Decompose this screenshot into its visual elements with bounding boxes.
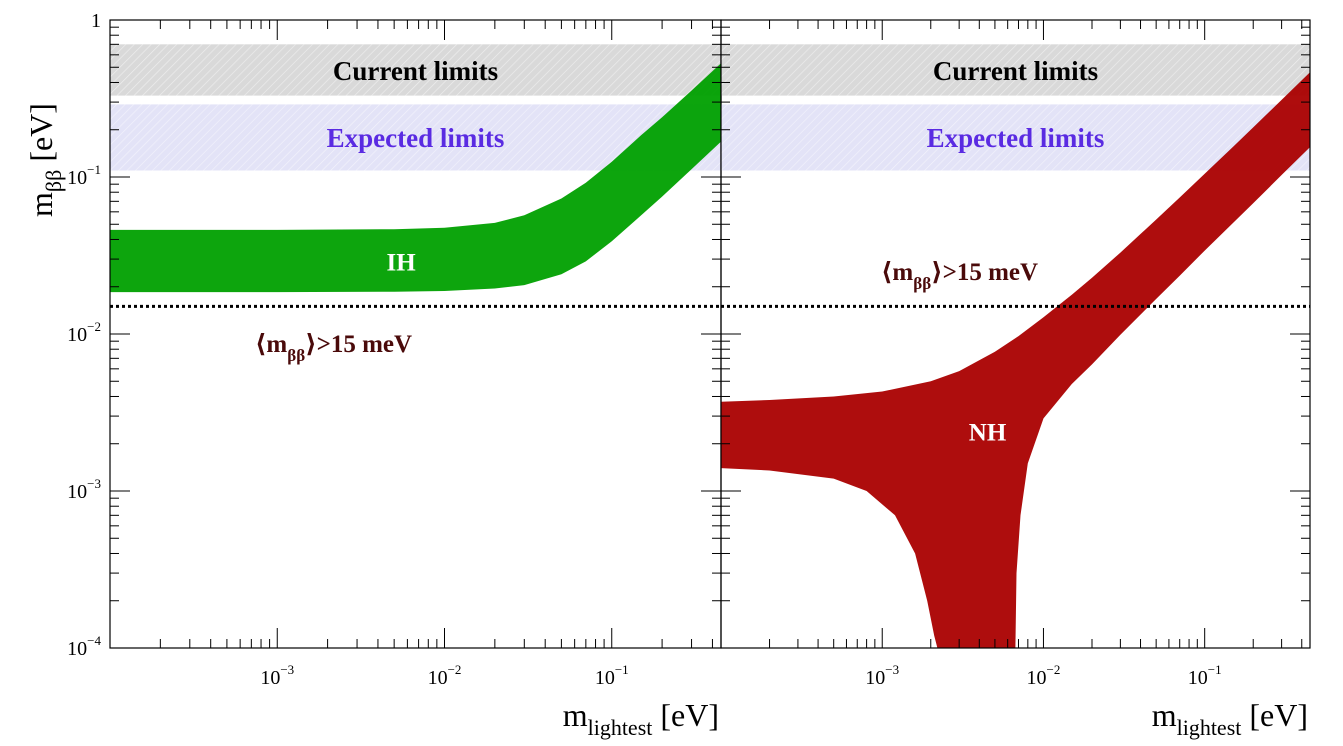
y-tick-label: 10−1 [67, 162, 101, 189]
current-limits-label: Current limits [333, 56, 498, 86]
right-panel: Current limits Expected limits 10−3 10−2 10−… [720, 19, 1311, 740]
x-tick-label: 10−3 [260, 662, 294, 689]
x-axis-title: mlightest [eV] [1152, 697, 1308, 740]
ih-region [110, 63, 721, 293]
x-tick-label: 10−2 [428, 662, 462, 689]
threshold-label-left: ⟨mββ⟩>15 meV [255, 331, 412, 365]
expected-limits-band-hatch [721, 104, 1310, 171]
ih-label: IH [386, 249, 416, 276]
y-axis-title: mββ [eV] [23, 103, 66, 217]
tick-marks [720, 20, 1310, 649]
expected-limits-label: Expected limits [927, 123, 1105, 153]
nh-region [721, 72, 1310, 648]
current-limits-label: Current limits [933, 56, 1098, 86]
y-tick-label: 10−3 [67, 476, 101, 503]
x-axis-title: mlightest [eV] [563, 697, 719, 740]
expected-limits-label: Expected limits [327, 123, 505, 153]
y-tick-label: 1 [91, 10, 101, 32]
nh-label: NH [969, 419, 1007, 446]
x-tick-label: 10−2 [1027, 662, 1061, 689]
y-tick-label: 10−2 [67, 319, 101, 346]
y-tick-label: 10−4 [67, 633, 101, 660]
x-tick-label: 10−1 [595, 662, 629, 689]
x-tick-label: 10−1 [1188, 662, 1222, 689]
tick-marks [109, 20, 721, 649]
left-panel: Current limits Expected limits 10−3 10−2 10−… [109, 19, 722, 740]
threshold-label-right: ⟨mββ⟩>15 meV [881, 259, 1038, 293]
x-tick-label: 10−3 [865, 662, 899, 689]
current-limits-band-hatch [110, 44, 721, 96]
current-limits-band-hatch [721, 44, 1310, 96]
